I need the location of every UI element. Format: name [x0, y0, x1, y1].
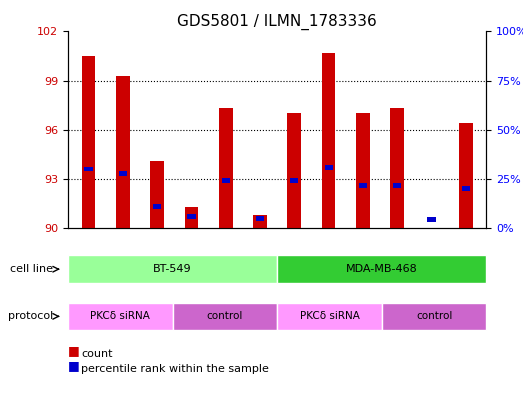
Bar [116, 76, 130, 228]
Bar [462, 186, 470, 191]
Bar [288, 113, 301, 228]
Bar [84, 167, 93, 171]
Bar [390, 108, 404, 228]
Bar [219, 108, 233, 228]
Bar [322, 53, 335, 228]
Bar [222, 178, 230, 183]
Bar [290, 178, 299, 183]
Text: count: count [81, 349, 112, 359]
Bar [187, 214, 196, 219]
Text: ■: ■ [68, 344, 79, 357]
Text: PKCδ siRNA: PKCδ siRNA [90, 311, 150, 321]
Text: ■: ■ [68, 360, 79, 373]
Text: control: control [207, 311, 243, 321]
Text: MDA-MB-468: MDA-MB-468 [346, 264, 418, 274]
Text: BT-549: BT-549 [153, 264, 192, 274]
Bar [119, 171, 127, 176]
Text: control: control [416, 311, 452, 321]
Bar [253, 215, 267, 228]
Bar [153, 204, 161, 209]
Bar [359, 183, 367, 188]
Title: GDS5801 / ILMN_1783336: GDS5801 / ILMN_1783336 [177, 14, 377, 30]
Text: percentile rank within the sample: percentile rank within the sample [81, 364, 269, 375]
Bar [185, 207, 198, 228]
Text: PKCδ siRNA: PKCδ siRNA [300, 311, 359, 321]
Bar [459, 123, 473, 228]
Bar [150, 161, 164, 228]
Bar [324, 165, 333, 170]
Bar [82, 56, 95, 228]
Bar [393, 183, 401, 188]
Bar [427, 217, 436, 222]
Bar [256, 216, 264, 220]
Text: protocol: protocol [8, 311, 53, 321]
Text: cell line: cell line [10, 264, 53, 274]
Bar [356, 113, 370, 228]
